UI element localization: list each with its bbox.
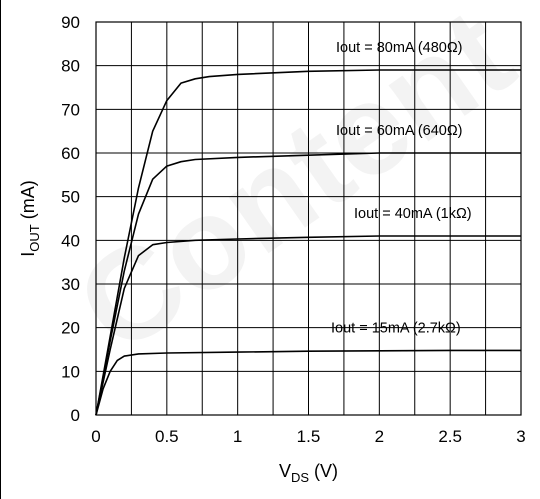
series-line-0 <box>95 69 521 416</box>
series-lines <box>95 69 521 416</box>
x-tick-label: 0 <box>91 427 100 446</box>
series-labels: Iout = 80mA (480Ω) Iout = 60mA (640Ω) Iout… <box>331 40 472 336</box>
y-tick-label: 40 <box>61 231 80 250</box>
x-axis-ticks: 0 0.5 1 1.5 2 2.5 3 <box>91 427 525 446</box>
x-tick-label: 2 <box>375 427 384 446</box>
y-axis-title: IOUT (mA) <box>18 180 42 256</box>
y-tick-label: 70 <box>61 100 80 119</box>
y-tick-label: 90 <box>61 13 80 32</box>
x-tick-label: 3 <box>516 427 525 446</box>
x-tick-label: 0.5 <box>155 427 179 446</box>
watermark-text: Content <box>51 0 537 381</box>
y-tick-label: 20 <box>61 319 80 338</box>
y-tick-label: 60 <box>61 144 80 163</box>
y-tick-label: 10 <box>61 362 80 381</box>
y-tick-label: 30 <box>61 275 80 294</box>
series-label-3: Iout = 15mA (2.7kΩ) <box>331 320 461 336</box>
series-label-1: Iout = 60mA (640Ω) <box>336 123 463 139</box>
y-tick-label: 80 <box>61 57 80 76</box>
series-label-2: Iout = 40mA (1kΩ) <box>354 206 472 222</box>
x-tick-label: 2.5 <box>438 427 462 446</box>
y-tick-label: 50 <box>61 188 80 207</box>
x-axis-title: VDS (V) <box>279 461 338 485</box>
watermark: Content <box>51 0 537 381</box>
y-axis-ticks: 0 10 20 30 40 50 60 70 80 90 <box>61 13 80 425</box>
x-tick-label: 1 <box>233 427 242 446</box>
plot-frame <box>95 21 522 416</box>
x-tick-label: 1.5 <box>297 427 321 446</box>
series-line-1 <box>95 152 521 416</box>
series-label-0: Iout = 80mA (480Ω) <box>336 40 463 56</box>
series-line-2 <box>95 235 521 416</box>
y-tick-label: 0 <box>71 406 80 425</box>
series-line-3 <box>95 349 521 416</box>
